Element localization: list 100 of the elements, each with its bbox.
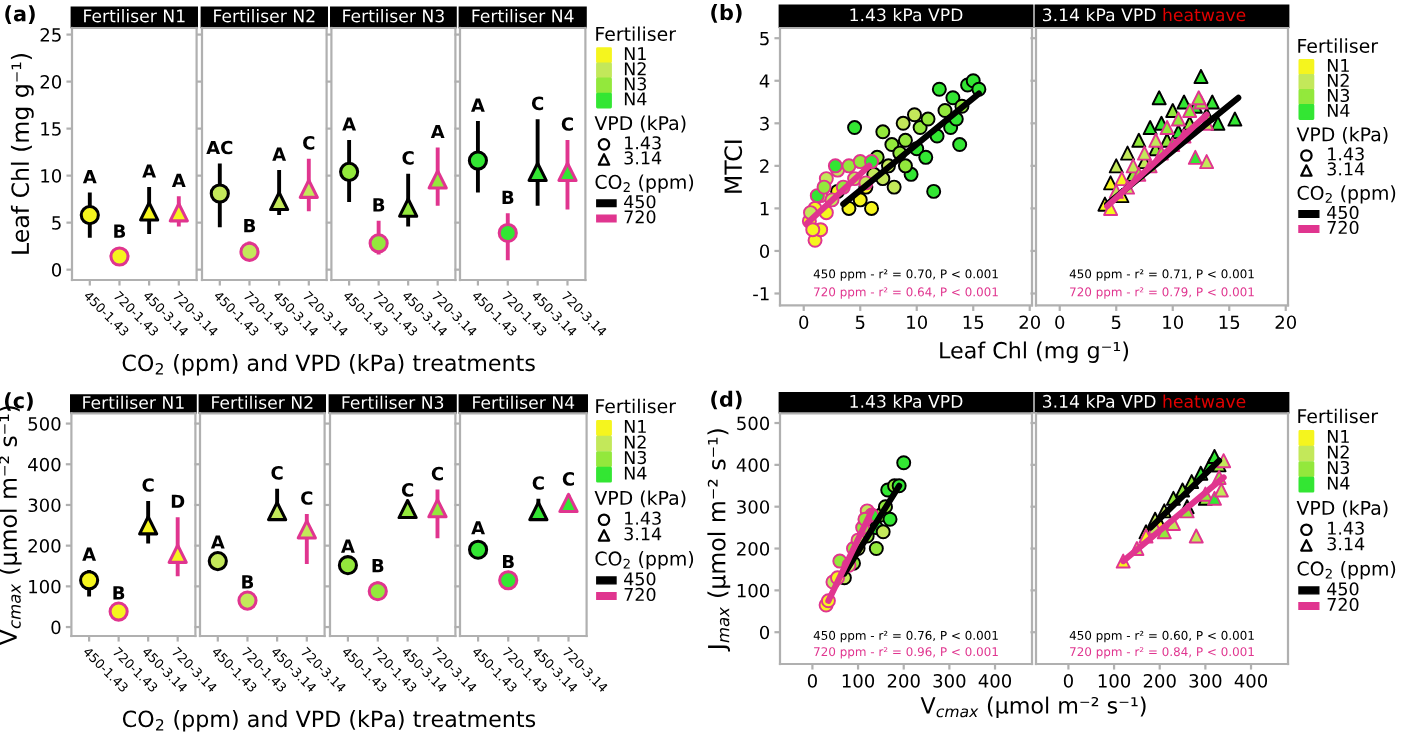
chart-title: Fertiliser N1 [83,395,184,410]
data-label: B [114,224,126,238]
chart-subtitle: (b) [711,4,742,23]
text: 3.14 kPa VPD [1042,8,1156,22]
text: CO$_{2}$ (ppm) [595,174,694,193]
x-tick-label: 5 [1111,315,1121,330]
legend-label: N1 [624,47,646,61]
x-tick-label: 100 [1098,674,1131,688]
data-label: A [471,98,485,112]
y-tick-label: 25 [40,28,61,42]
data-label: C [531,96,544,111]
y-tick-label: 200 [737,541,770,556]
text: Fertiliser [596,398,676,414]
y-axis-title: Leaf Chl (mg g⁻¹) [10,54,34,254]
chart-title: Fertiliser N3 [343,9,444,23]
text: 3.14 kPa VPD [1042,394,1156,408]
legend-label: N3 [1327,460,1350,475]
data-label: C [431,466,443,481]
legend-label: 3.14 [1327,162,1365,176]
chart-title: Fertiliser N1 [84,9,185,23]
text: VPD (kPa) [594,490,686,508]
y-tick-label: 100 [737,583,770,598]
legend-label: 1.43 [625,136,661,150]
legend-label: N2 [624,62,646,76]
x-tick-label: 10 [907,315,928,330]
data-label: A [142,164,157,178]
legend-label: 720 [624,210,656,224]
legend-label: 3.14 [624,527,662,541]
legend-label: 1.43 [625,511,661,525]
data-label: A [171,173,186,187]
y-axis-title: J$_{max}$ (µmol m⁻² s⁻¹) [707,429,731,652]
data-label: C [142,478,154,492]
x-tick-label: 400 [1234,674,1268,688]
legend-label: 450 [1327,205,1359,220]
data-label: B [244,218,256,233]
x-tick-label: 0 [1063,674,1073,688]
legend-label: 3.14 [1327,537,1365,551]
chart-title: Fertiliser N2 [214,9,315,23]
y-tick-label: 5 [52,216,61,230]
x-tick-label: 10 [1163,315,1184,330]
y-tick-label: 2 [760,159,769,173]
data-label: A [471,521,485,535]
y-tick-label: 0 [759,244,770,259]
y-tick-label: 15 [41,122,61,136]
y-tick-label: 0 [759,625,770,640]
x-tick-label: 0 [1055,315,1065,330]
text: heatwave [1163,394,1246,408]
data-label: A [272,147,287,161]
data-label: C [402,151,414,165]
y-tick-label: 5 [760,31,769,46]
legend-label: N4 [1327,104,1350,117]
legend-label: 450 [624,572,656,586]
y-tick-label: 0 [51,263,62,277]
x-tick-label: 0 [799,315,809,330]
legend-label: N4 [624,466,647,480]
y-axis-title: MTCI [724,140,743,193]
data-label: AC [206,140,233,155]
chart-title: Fertiliser N3 [342,395,444,410]
legend-label: N1 [624,420,646,433]
y-tick-label: 10 [41,169,62,183]
data-label: A [342,117,357,131]
data-label: C [401,483,414,497]
y-tick-label: 100 [29,579,61,594]
text: 1.43 kPa VPD [850,394,963,408]
legend-label: N4 [624,92,647,106]
data-label: C [303,135,315,150]
legend-label: N3 [1327,88,1350,103]
text: Fertiliser [1298,38,1379,53]
data-label: B [502,190,514,204]
data-label: B [372,558,384,573]
y-tick-label: 1 [760,202,769,216]
data-label: C [532,476,544,490]
chart-subtitle: (c) [4,392,33,411]
data-label: A [210,535,225,549]
data-label: A [82,170,97,184]
x-tick-label: 15 [963,315,984,330]
data-label: B [113,586,125,600]
x-tick-label: 0 [807,674,817,688]
text: VPD (kPa) [594,115,686,133]
text: Fertiliser [1298,408,1379,424]
legend-label: N1 [1327,430,1349,443]
data-label: D [171,494,185,508]
legend-label: 720 [1327,220,1359,235]
x-tick-label: 300 [933,674,966,688]
data-label: B [373,198,385,212]
chart-title: Fertiliser N4 [473,395,575,410]
x-tick-label: 20 [1275,315,1297,330]
y-tick-label: 3 [760,116,769,131]
x-tick-label: 15 [1219,315,1240,330]
text: CO$_{2}$ (ppm) [1297,561,1396,580]
x-axis-title: CO$_{2}$ (ppm) and VPD (kPa) treatments [122,710,536,732]
data-label: C [561,117,573,131]
legend-label: 1.43 [1328,521,1364,535]
x-tick-label: 400 [978,674,1012,688]
legend-label: N3 [624,450,647,465]
x-axis-title: Leaf Chl (mg g⁻¹) [940,341,1129,363]
legend-label: 3.14 [624,151,662,165]
y-tick-label: 200 [28,539,61,553]
legend-label: 720 [1327,597,1359,612]
legend-label: N2 [1327,445,1349,459]
